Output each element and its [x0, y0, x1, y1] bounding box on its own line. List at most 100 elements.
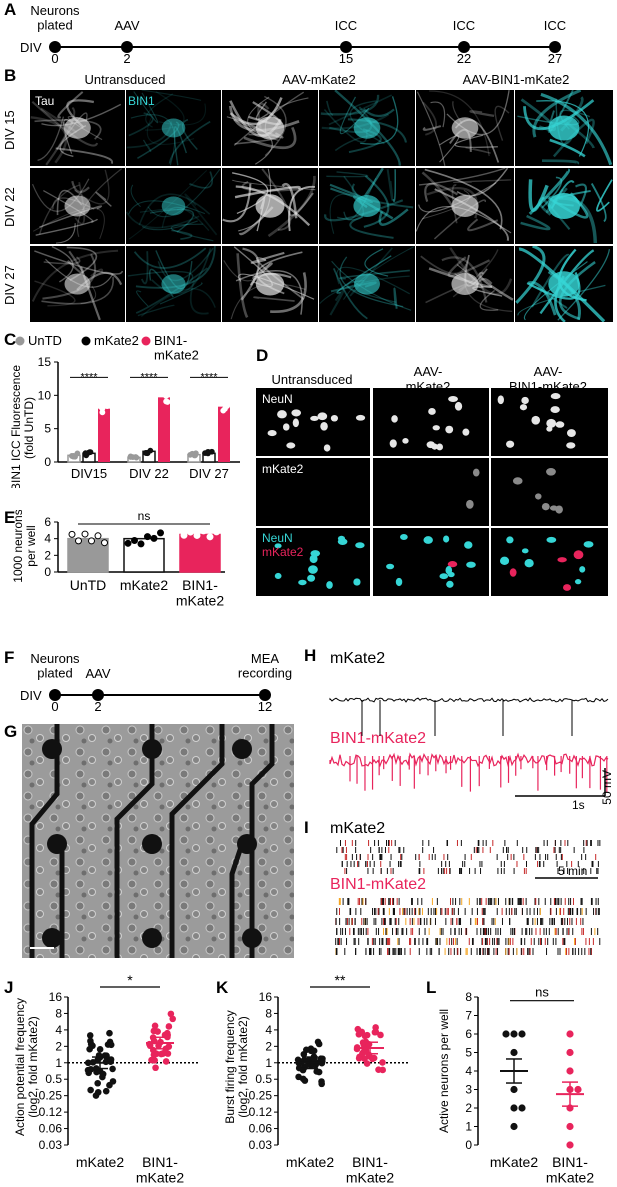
x-tick-label: BIN1-mKate2: [176, 577, 224, 608]
micrograph-tile: [491, 458, 608, 526]
y-tick-label: 8: [265, 1006, 272, 1020]
data-point: [518, 1030, 526, 1038]
y-tick-label: 4: [265, 1023, 272, 1037]
y-tick-label: 2: [55, 1039, 62, 1053]
timeline-event: Neurons plated: [30, 3, 80, 32]
panel-label-f: F: [4, 648, 15, 667]
chart-l: Active neurons per well 0 1 2 3 4 5 6 7 8 mKate2 BI…: [437, 985, 594, 1186]
data-point: [355, 1054, 363, 1062]
timeline-day: 0: [51, 699, 58, 714]
data-point: [510, 1085, 518, 1094]
legend-marker: [141, 336, 151, 346]
sig-stars: ****: [140, 371, 158, 383]
bar: [218, 406, 230, 462]
row-label-div22: DIV 22: [2, 187, 17, 227]
micrograph-tile: [30, 168, 125, 244]
micrograph-tile: [491, 388, 608, 456]
sig-label: ns: [535, 985, 549, 1000]
panel-label-h: H: [304, 646, 317, 665]
panel-label-a: A: [4, 0, 17, 19]
micrograph-tile: [222, 90, 318, 166]
micrograph-tile: [491, 528, 608, 596]
y-tick-label: 10: [38, 388, 52, 402]
y-tick-label: 1: [465, 1120, 472, 1134]
micrograph-tile: [126, 246, 221, 322]
scale-mv: 50 mV: [600, 770, 614, 805]
data-point: [315, 1068, 323, 1076]
data-point: [302, 1046, 310, 1054]
data-point: [299, 1075, 307, 1083]
micrograph-texture: [497, 393, 576, 449]
x-tick-label: DIV 22: [129, 466, 169, 481]
data-point: [363, 1060, 371, 1067]
micrograph-texture: [31, 168, 123, 244]
data-point: [137, 540, 145, 548]
y-tick-label: 6: [44, 515, 51, 529]
data-point: [104, 403, 111, 410]
timeline-event: ICC: [453, 18, 475, 33]
y-tick-label: 4: [55, 1023, 62, 1037]
timeline-a: DIV 0 Neurons plated 2 AAV 15 ICC 22 ICC 27 ICC: [20, 3, 566, 65]
trace-label-bin1: BIN1-mKate2: [330, 730, 427, 747]
data-point: [206, 533, 214, 541]
y-tick-label: 1: [55, 1056, 62, 1070]
data-point: [566, 1030, 574, 1038]
data-point: [154, 1028, 161, 1035]
micrograph-texture: [127, 246, 216, 317]
data-point: [295, 1064, 303, 1072]
timeline-dot: [259, 689, 271, 701]
y-tick-label: 8: [55, 1006, 62, 1020]
data-point: [98, 404, 105, 411]
col-header-aav-bin1-mkate2: AAV-BIN1-mKate2: [462, 72, 570, 87]
data-point: [75, 537, 82, 545]
raster-label-mkate2: mKate2: [330, 820, 386, 837]
data-point: [310, 1047, 318, 1055]
data-point: [222, 397, 228, 404]
data-point: [160, 1049, 167, 1057]
data-point: [358, 1028, 366, 1036]
data-point: [163, 393, 170, 400]
bar: [158, 397, 170, 462]
micrograph-tile: [373, 458, 489, 526]
panel-label-c: C: [4, 330, 17, 349]
x-tick-label: mKate2: [490, 1154, 538, 1170]
micrograph-texture: [386, 534, 476, 588]
data-point: [502, 1030, 510, 1038]
x-tick-label: UnTD: [70, 577, 107, 593]
data-point: [371, 1028, 379, 1036]
col-header-untransduced: Untransduced: [84, 72, 166, 87]
legend-marker: [81, 336, 91, 346]
y-tick-label: 0.03: [249, 1138, 273, 1152]
micrograph-tile: [319, 168, 415, 244]
data-point: [193, 531, 201, 539]
trace-label-mkate2: mKate2: [330, 650, 386, 667]
x-tick-label: DIV 27: [189, 466, 229, 481]
micrograph-texture: [267, 409, 366, 452]
scale-1s: 1s: [572, 798, 585, 812]
data-point: [510, 1122, 518, 1131]
col-header-aav-mkate2: AAV-mKate2: [282, 72, 356, 87]
data-point: [510, 1030, 518, 1038]
data-point: [86, 1032, 94, 1039]
data-point: [510, 1104, 518, 1112]
micrograph-tile: [416, 246, 514, 322]
y-tick-label: 4: [44, 532, 51, 546]
y-tick-label: 8: [465, 990, 472, 1004]
micrograph-texture: [324, 168, 414, 239]
micrograph-tile: [30, 246, 125, 322]
timeline-f: DIV 0 Neurons plated 2 AAV 12 MEA recording: [20, 651, 292, 714]
data-point: [94, 532, 102, 540]
micrograph-texture: [389, 396, 470, 451]
y-tick-label: 0.25: [249, 1089, 273, 1103]
chart-c: UnTD mKate2 BIN1-mKate2 BIN1 ICC Fluorescen…: [9, 333, 240, 488]
y-tick-label: 0.06: [39, 1122, 63, 1136]
data-point: [86, 1045, 93, 1053]
y-tick-label: 2: [465, 1101, 472, 1115]
panel-label-b: B: [4, 66, 17, 85]
sig-stars: ****: [200, 371, 218, 383]
micrograph-tile: [319, 90, 415, 166]
data-point: [87, 1040, 95, 1048]
data-point: [144, 533, 151, 541]
data-point: [180, 531, 188, 539]
sig-stars: ****: [80, 371, 98, 383]
